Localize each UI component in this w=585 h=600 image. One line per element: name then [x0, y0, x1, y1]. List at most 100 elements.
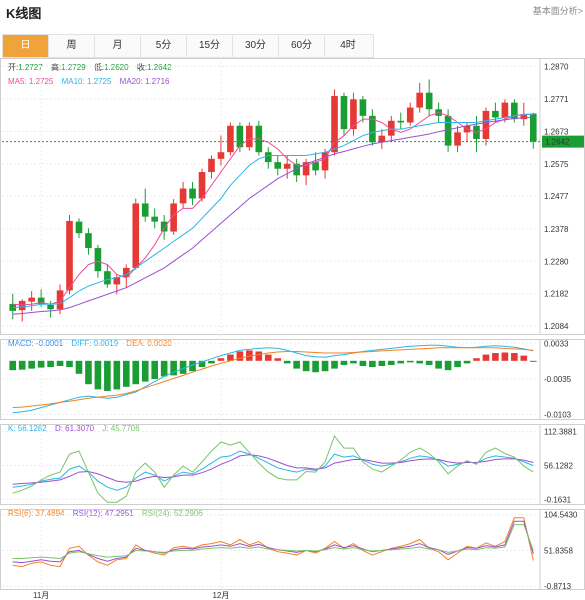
ma10-line — [12, 113, 534, 309]
macd-bar — [406, 360, 414, 363]
kdj-pane-frame — [0, 424, 585, 505]
ma10-label: MA10: 1.2725 — [62, 77, 112, 86]
macd-bar — [378, 360, 386, 367]
macd-bar — [293, 360, 300, 369]
macd-bar — [283, 360, 291, 364]
ma20-label: MA20: 1.2716 — [120, 77, 170, 86]
macd-bar — [416, 360, 424, 364]
candle-body — [170, 203, 177, 232]
high-label: 高: — [51, 62, 61, 72]
candle-body — [321, 152, 329, 171]
macd-bar — [387, 360, 395, 365]
candle-body — [246, 125, 253, 148]
candle-body — [141, 203, 149, 217]
macd-tick-label: 0.0033 — [544, 340, 569, 349]
candle-body — [37, 297, 45, 305]
macd-bar — [170, 360, 177, 376]
macd-bar — [444, 360, 452, 371]
candle-body — [66, 220, 73, 291]
current-price-tag — [542, 135, 584, 148]
tab-30min[interactable]: 30分 — [233, 35, 279, 57]
tab-month[interactable]: 月 — [95, 35, 141, 57]
macd-bar — [189, 360, 196, 372]
price-pane-frame — [0, 58, 585, 335]
rsi12-line — [12, 520, 534, 564]
macd-bar — [18, 360, 26, 370]
rsi24-label: RSI(24): 52.2906 — [142, 509, 203, 518]
candle-body — [283, 163, 291, 169]
period-tabs: 日 周 月 5分 15分 30分 60分 4时 — [2, 34, 374, 58]
macd-bar — [492, 353, 499, 361]
rsi-tick-label: 51.8358 — [544, 546, 573, 555]
header: K线图 基本面分析> — [0, 0, 585, 32]
low-label: 低: — [94, 62, 104, 72]
plot-layer: 1.2870 1.2771 1.2673 1.2575 1.2477 1.2378 1.22… — [0, 58, 585, 600]
candle-body — [189, 188, 196, 199]
candle-body — [302, 162, 310, 176]
j-label: J: 45.7706 — [102, 424, 140, 433]
candle-body — [28, 297, 35, 302]
low-value: 1.2620 — [104, 63, 129, 72]
macd-bar — [350, 360, 357, 364]
macd-tick-label: -0.0035 — [544, 375, 572, 384]
rsi12-label: RSI(12): 47.2951 — [73, 509, 134, 518]
macd-bar — [264, 354, 272, 361]
candle-body — [122, 267, 130, 278]
rsi-tick-label: 104.5430 — [544, 511, 578, 520]
macd-bar — [151, 360, 159, 379]
candle-body — [208, 158, 215, 173]
macd-bar — [511, 353, 518, 361]
tab-60min[interactable]: 60分 — [279, 35, 325, 57]
macd-bar — [217, 358, 225, 361]
candle-body — [416, 92, 424, 108]
macd-bar — [37, 360, 45, 368]
tab-4hour[interactable]: 4时 — [340, 40, 356, 51]
macd-bar — [104, 360, 111, 391]
tab-5min[interactable]: 5分 — [141, 35, 187, 57]
x-tick-label: 11月 — [33, 591, 49, 600]
svg-text:MA5: 1.2725 MA10: 1.2725: MA5: 1.2725 MA10: 1.2725 MA20: 1.2716 — [8, 77, 170, 86]
macd-bar — [66, 360, 73, 368]
macd-tick-label: -0.0103 — [544, 410, 572, 419]
d-line — [12, 454, 534, 485]
rsi-pane-frame — [0, 509, 585, 590]
open-value: 1.2727 — [18, 63, 43, 72]
kdj-tick-label: 112.3881 — [544, 428, 577, 437]
kline-chart[interactable]: 开:1.2727 高:1.2729 低:1.2620 收:1.2642 MA5:… — [0, 58, 585, 600]
macd-bar — [255, 351, 263, 361]
macd-bar — [141, 360, 149, 382]
kdj-tick-label: 56.1282 — [544, 461, 573, 470]
candle-body — [529, 113, 537, 142]
tab-week[interactable]: 周 — [49, 35, 95, 57]
candle-body — [378, 135, 386, 143]
candle-body — [501, 102, 509, 118]
candle-body — [47, 304, 54, 310]
rsi6-line — [12, 517, 534, 568]
macd-bar — [520, 355, 528, 361]
candle-body — [18, 300, 26, 311]
macd-bar — [454, 360, 461, 368]
price-tick-label: 1.2575 — [544, 160, 569, 169]
macd-bar — [47, 360, 54, 368]
ma5-line — [12, 111, 534, 306]
dea-line — [12, 347, 534, 409]
candle-body — [113, 277, 121, 285]
candle-body — [406, 107, 414, 123]
j-line — [12, 434, 534, 503]
candle-body — [132, 203, 140, 268]
tab-day[interactable]: 日 — [3, 35, 49, 57]
macd-bar — [274, 358, 282, 361]
candle-body — [520, 114, 528, 120]
macd-bar — [312, 360, 319, 373]
candle-body — [369, 115, 376, 143]
price-tick-label: 1.2870 — [544, 62, 569, 71]
svg-text:RSI(6): 37.4894 RSI(12): 4: RSI(6): 37.4894 RSI(12): 47.2951 RSI(24)… — [8, 509, 203, 518]
fundamental-analysis-link[interactable]: 基本面分析> — [532, 6, 583, 16]
d-label: D: 61.3070 — [55, 424, 95, 433]
ma5-label: MA5: 1.2725 — [8, 77, 54, 86]
candle-body — [293, 163, 300, 176]
tab-15min[interactable]: 15分 — [187, 35, 233, 57]
candle-body — [104, 271, 111, 285]
candle-body — [340, 96, 348, 130]
macd-bar — [425, 360, 433, 365]
